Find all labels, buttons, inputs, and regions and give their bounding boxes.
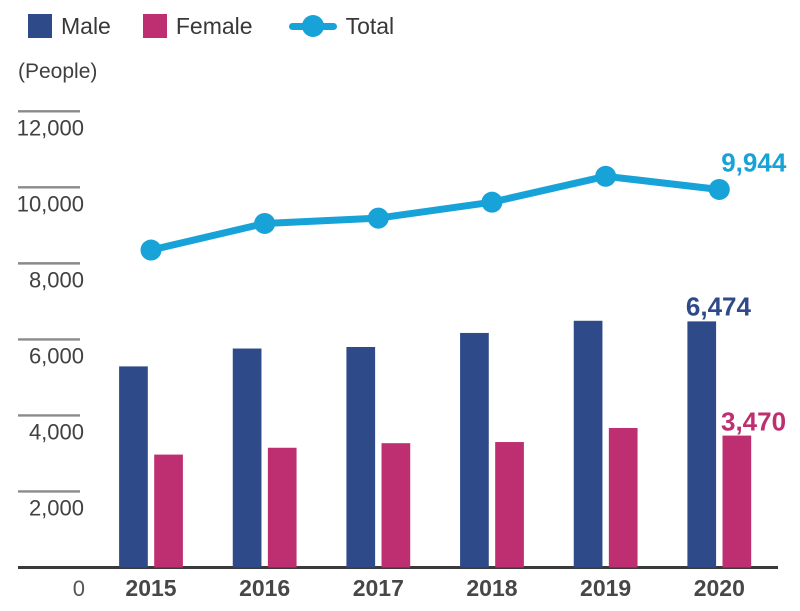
x-tick-label-2020: 2020 [694, 575, 745, 601]
y-tick-label: 8,000 [29, 267, 84, 292]
bar-female-2018 [495, 442, 524, 568]
bar-female-2016 [267, 447, 297, 568]
x-tick-label-2015: 2015 [125, 575, 176, 601]
bar-female-2015 [154, 454, 183, 568]
bar-female-2020 [722, 435, 752, 568]
total-marker-2017 [367, 207, 389, 229]
total-marker-2016 [254, 212, 276, 234]
total-marker-2020 [708, 178, 730, 200]
legend-female-label: Female [175, 13, 253, 39]
y-tick-label: 4,000 [29, 419, 84, 444]
bar-female-2017 [381, 443, 411, 568]
y-tick-label: 10,000 [17, 191, 84, 216]
y-tick-label-zero: 0 [73, 576, 85, 601]
data-label-male-2020: 6,474 [686, 291, 752, 321]
bar-male-2017 [346, 347, 376, 568]
x-tick-label-2016: 2016 [239, 575, 290, 601]
bar-male-2019 [573, 320, 603, 568]
y-axis-unit-label: (People) [18, 60, 98, 83]
legend-male-swatch-icon [28, 14, 52, 38]
y-tick-label: 6,000 [29, 343, 84, 368]
bar-male-2016 [232, 348, 262, 568]
total-marker-2015 [140, 239, 162, 261]
total-line [147, 172, 723, 254]
bar-female-2019 [608, 427, 638, 568]
legend-male-label: Male [61, 13, 111, 39]
bar-male-2015 [119, 366, 148, 568]
y-tick-label: 12,000 [17, 115, 84, 140]
x-tick-label-2018: 2018 [466, 575, 517, 601]
legend-female-swatch-icon [142, 14, 167, 38]
legend-total-line-marker-icon [288, 14, 337, 38]
data-label-female-2020: 3,470 [721, 407, 786, 437]
legend: Male Female Total [28, 13, 394, 39]
total-marker-2019 [595, 165, 617, 187]
legend-total-label: Total [345, 13, 395, 39]
x-tick-label-2019: 2019 [580, 575, 631, 601]
data-label-total-2020: 9,944 [721, 147, 787, 177]
y-tick-label: 2,000 [29, 495, 84, 520]
x-tick-label-2017: 2017 [353, 575, 404, 601]
bar-male-2018 [460, 332, 489, 568]
bar-male-2020 [687, 321, 717, 568]
total-marker-2018 [481, 191, 503, 213]
